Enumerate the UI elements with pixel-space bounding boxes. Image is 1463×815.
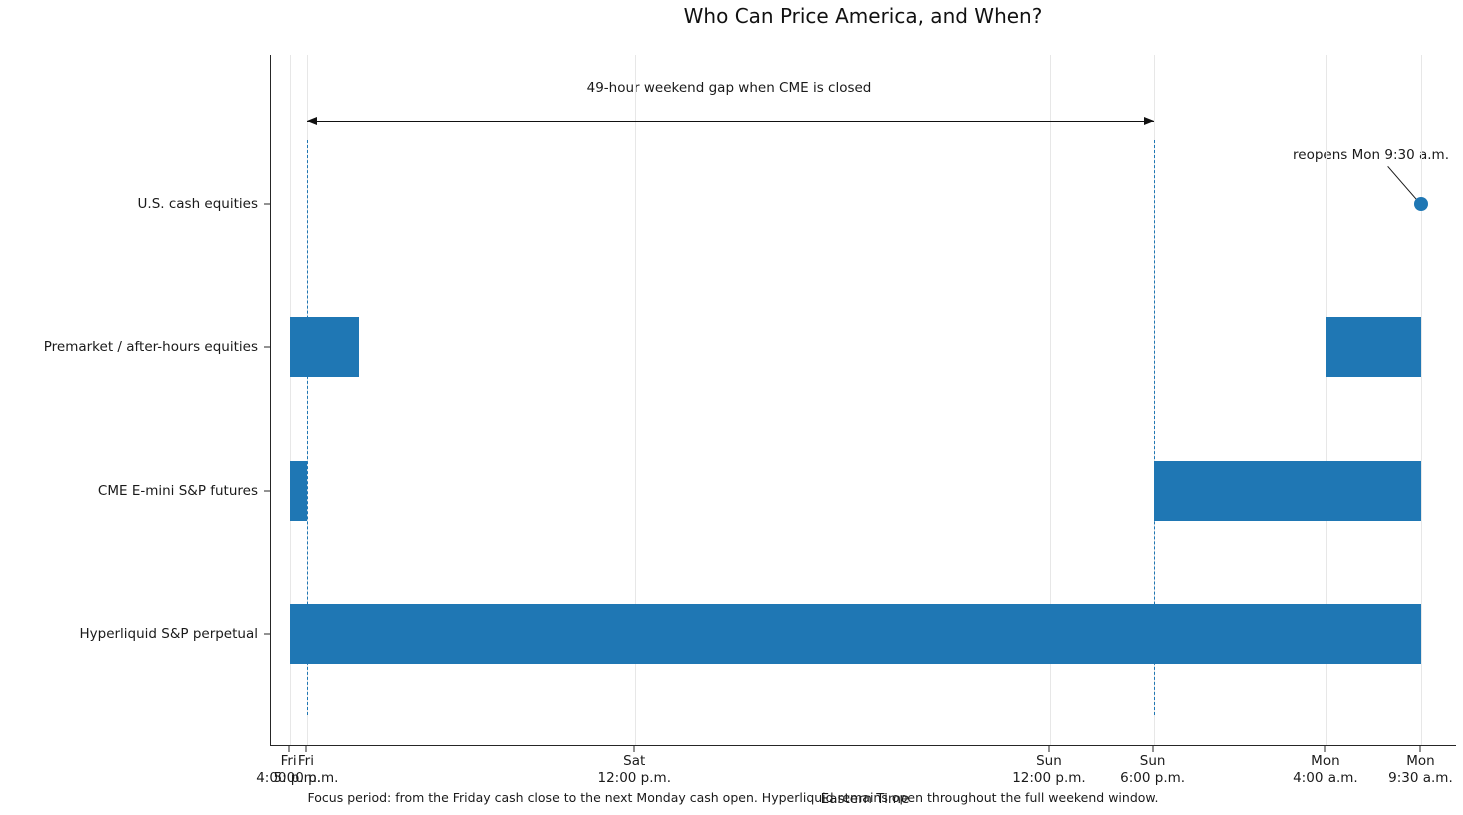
x-tick-mark bbox=[1152, 746, 1154, 752]
y-tick-mark bbox=[264, 203, 270, 205]
y-tick-label: Hyperliquid S&P perpetual bbox=[79, 625, 258, 642]
x-tick-mark bbox=[288, 746, 290, 752]
bar-segment bbox=[289, 460, 307, 521]
gap-annotation-text: 49-hour weekend gap when CME is closed bbox=[586, 80, 872, 96]
x-tick-mark bbox=[1324, 746, 1326, 752]
gridline bbox=[1421, 55, 1423, 745]
plot-area bbox=[270, 55, 1456, 746]
bar-segment bbox=[1153, 460, 1422, 521]
gridline bbox=[1326, 55, 1328, 745]
x-tick-label: Sun 12:00 p.m. bbox=[1012, 753, 1086, 786]
bar-segment bbox=[1326, 317, 1422, 378]
bar-segment bbox=[289, 317, 359, 378]
x-tick-label: Fri 5:00 p.m. bbox=[273, 753, 339, 786]
x-axis-label: Eastern Time bbox=[820, 791, 910, 807]
gridline bbox=[1049, 55, 1051, 745]
gap-arrow-line bbox=[306, 116, 1154, 125]
x-tick-label: Mon 9:30 a.m. bbox=[1388, 753, 1453, 786]
y-tick-label: CME E-mini S&P futures bbox=[97, 482, 258, 499]
y-tick-label: U.S. cash equities bbox=[137, 196, 258, 213]
x-tick-label: Fri 4:00 p.m. bbox=[256, 753, 322, 786]
y-tick-mark bbox=[264, 346, 270, 348]
gridline bbox=[635, 55, 637, 745]
bar-segment bbox=[289, 603, 1422, 664]
x-tick-mark bbox=[305, 746, 307, 752]
x-axis-ticks: Fri 4:00 p.m. Fri 5:00 p.m. Sat 12:00 p.m. Sun… bbox=[256, 746, 1455, 798]
gridline bbox=[289, 55, 291, 745]
footnote-text: Focus period: from the Friday cash close… bbox=[307, 790, 1159, 805]
y-tick-mark bbox=[264, 633, 270, 635]
x-tick-label: Sun 6:00 p.m. bbox=[1120, 753, 1186, 786]
x-tick-label: Sat 12:00 p.m. bbox=[597, 753, 671, 786]
reopen-marker-dot bbox=[1414, 197, 1429, 212]
x-tick-mark bbox=[1048, 746, 1050, 752]
x-tick-mark bbox=[633, 746, 635, 752]
dashed-reference-line bbox=[1153, 140, 1155, 715]
x-tick-mark bbox=[1419, 746, 1421, 752]
y-tick-mark bbox=[264, 490, 270, 492]
x-tick-label: Mon 4:00 a.m. bbox=[1293, 753, 1358, 786]
chart-title: Who Can Price America, and When? bbox=[683, 4, 1043, 28]
reopen-annotation-text: reopens Mon 9:30 a.m. bbox=[1293, 147, 1449, 163]
dashed-reference-line bbox=[306, 140, 308, 715]
y-tick-label: Premarket / after-hours equities bbox=[43, 339, 258, 356]
y-axis-ticks: U.S. cash equities Premarket / after-hour… bbox=[0, 55, 270, 745]
